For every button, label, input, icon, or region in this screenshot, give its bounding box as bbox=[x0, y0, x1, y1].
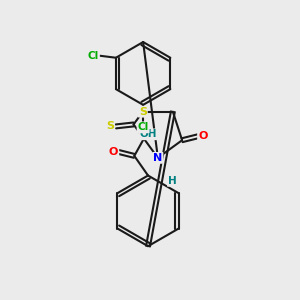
Text: O: O bbox=[198, 131, 207, 141]
Text: N: N bbox=[153, 153, 163, 163]
Text: S: S bbox=[106, 122, 114, 131]
Text: OH: OH bbox=[139, 129, 157, 139]
Text: S: S bbox=[139, 107, 147, 117]
Text: Cl: Cl bbox=[88, 51, 99, 61]
Text: O: O bbox=[109, 147, 118, 157]
Text: Cl: Cl bbox=[137, 122, 149, 132]
Text: H: H bbox=[168, 176, 177, 186]
